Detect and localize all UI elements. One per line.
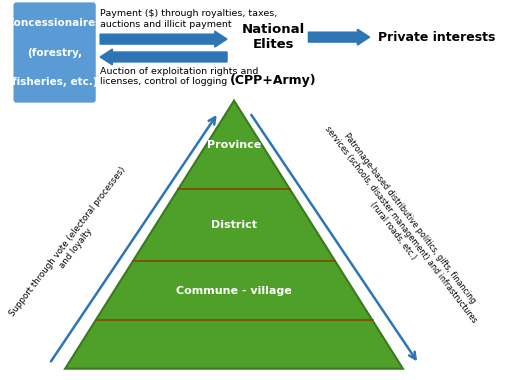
- Text: Concessionaires

(forestry,

fisheries, etc.): Concessionaires (forestry, fisheries, et…: [7, 18, 102, 87]
- Text: (CPP+Army): (CPP+Army): [230, 74, 316, 87]
- FancyArrow shape: [100, 31, 227, 47]
- Text: District: District: [211, 220, 257, 230]
- Text: Auction of exploitation rights and
licenses, control of logging: Auction of exploitation rights and licen…: [100, 67, 258, 86]
- FancyArrow shape: [100, 49, 227, 65]
- Text: Payment ($) through royalties, taxes,
auctions and illicit payment: Payment ($) through royalties, taxes, au…: [100, 10, 277, 29]
- Text: National
Elites: National Elites: [241, 23, 305, 51]
- Text: Private interests: Private interests: [378, 31, 495, 44]
- Text: Support through vote (electoral processes)
and loyalty: Support through vote (electoral processe…: [8, 165, 136, 324]
- Text: Commune - village: Commune - village: [176, 286, 291, 296]
- Text: Province: Province: [207, 140, 261, 150]
- FancyArrow shape: [308, 29, 369, 45]
- FancyBboxPatch shape: [14, 2, 95, 103]
- Polygon shape: [65, 101, 402, 369]
- Text: Patronage-based distributive politics, gifts, financing
services (schools, disas: Patronage-based distributive politics, g…: [315, 119, 486, 331]
